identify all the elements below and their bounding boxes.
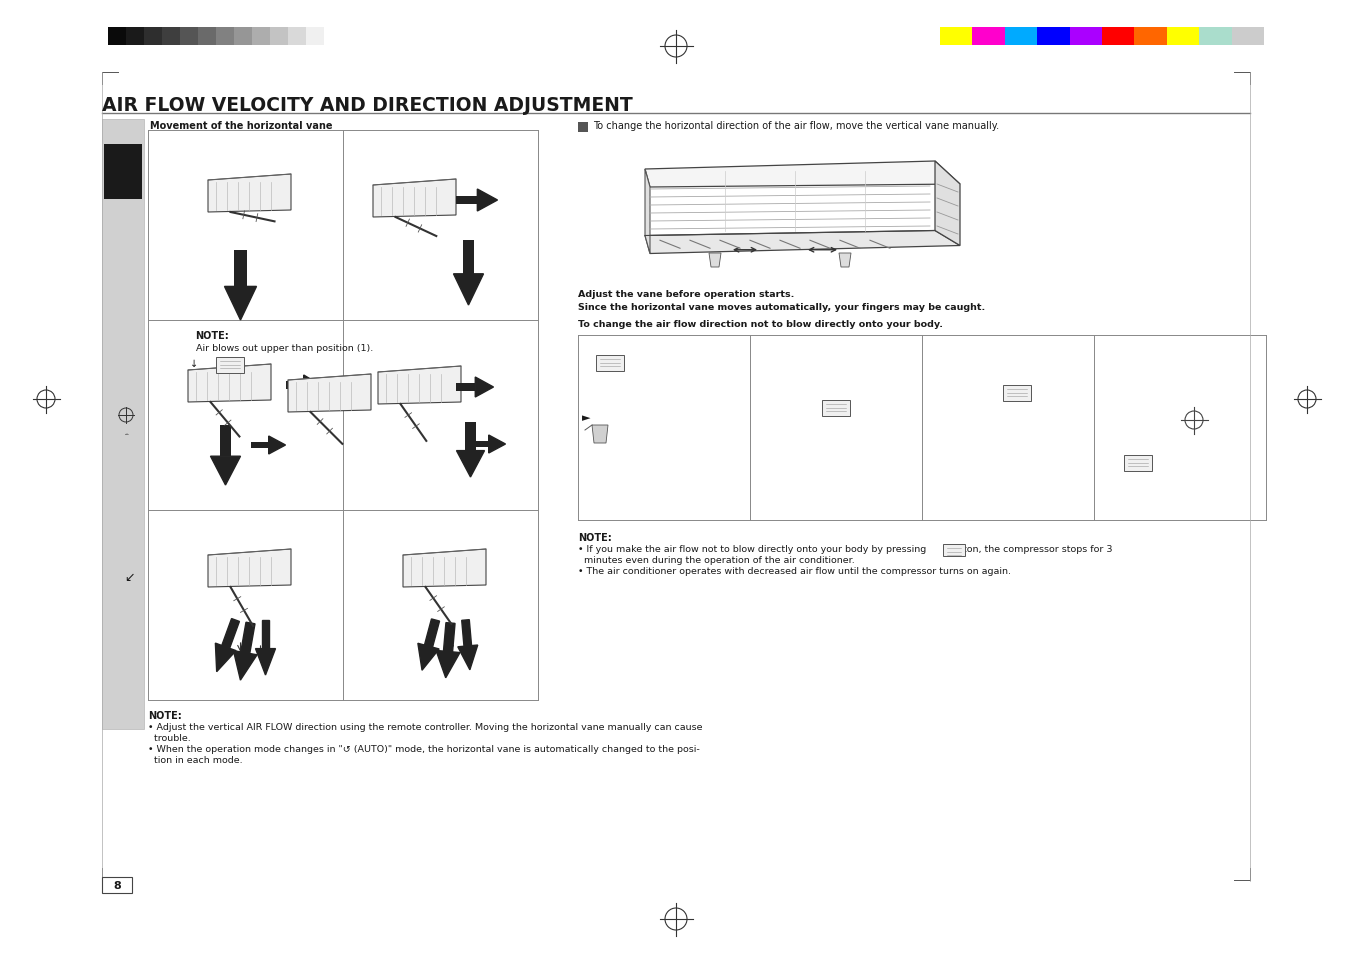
Polygon shape [211,456,241,485]
Text: Adjust the vane before operation starts.: Adjust the vane before operation starts. [579,290,795,298]
Polygon shape [477,190,498,212]
Polygon shape [304,375,320,395]
Polygon shape [288,375,370,413]
Bar [1069,28,1102,46]
Bar [596,355,625,372]
Polygon shape [215,643,237,672]
Bar [1167,28,1199,46]
Bar [250,442,269,449]
Bar [215,357,243,374]
Bar [220,426,231,456]
Polygon shape [403,550,485,587]
Text: • If you make the air flow not to blow directly onto your body by pressing      : • If you make the air flow not to blow d… [579,544,1113,554]
Polygon shape [425,619,439,647]
Polygon shape [437,651,460,679]
Bar [145,28,162,46]
Bar [285,382,304,390]
Bar [251,28,270,46]
Bar [234,28,251,46]
Bar [940,28,972,46]
Text: minutes even during the operation of the air conditioner.: minutes even during the operation of the… [579,556,854,564]
Polygon shape [379,367,461,405]
Polygon shape [840,253,850,268]
Bar [1232,28,1264,46]
Text: NOTE:: NOTE: [147,710,181,720]
Text: • When the operation mode changes in "↺ (AUTO)" mode, the horizontal vane is aut: • When the operation mode changes in "↺ … [147,744,700,753]
Polygon shape [708,253,721,268]
Polygon shape [224,287,257,320]
Bar [1199,28,1232,46]
Bar [216,28,234,46]
Bar [234,251,246,287]
Bar [456,384,476,392]
Bar [288,28,306,46]
Bar [108,28,126,46]
Polygon shape [443,623,456,652]
Bar [1134,28,1167,46]
Text: ‸‸: ‸‸ [124,429,130,435]
Polygon shape [373,180,456,218]
Bar [126,28,145,46]
Bar [456,196,477,205]
Polygon shape [645,170,650,254]
Bar [942,544,965,557]
Polygon shape [592,426,608,443]
Text: Since the horizontal vane moves automatically, your fingers may be caught.: Since the horizontal vane moves automati… [579,303,986,312]
Bar [197,28,216,46]
Text: To change the horizontal direction of the air flow, move the vertical vane manua: To change the horizontal direction of th… [594,121,999,131]
Text: Air blows out upper than position (1).: Air blows out upper than position (1). [196,344,373,353]
Text: trouble.: trouble. [147,733,191,742]
Bar [972,28,1005,46]
Bar [180,28,197,46]
Bar [822,400,850,416]
Text: To change the air flow direction not to blow directly onto your body.: To change the air flow direction not to … [579,319,942,329]
Bar [579,123,588,132]
Polygon shape [234,651,257,680]
Bar [101,877,132,893]
Text: • Adjust the vertical AIR FLOW direction using the remote controller. Moving the: • Adjust the vertical AIR FLOW direction… [147,722,703,731]
Bar [470,441,488,448]
Text: Movement of the horizontal vane: Movement of the horizontal vane [150,121,333,131]
Polygon shape [476,377,493,397]
Text: tion in each mode.: tion in each mode. [147,755,242,764]
Text: ↙: ↙ [124,571,134,583]
Text: 8: 8 [114,880,120,890]
Polygon shape [462,620,472,646]
Polygon shape [241,622,256,654]
Text: NOTE:: NOTE: [196,331,230,340]
Bar [101,120,145,729]
Text: ↓: ↓ [191,358,199,369]
Bar [1124,456,1152,472]
Bar [465,422,476,451]
Polygon shape [458,645,477,670]
Bar [1102,28,1134,46]
Polygon shape [457,451,484,477]
Polygon shape [256,649,276,676]
Polygon shape [453,274,484,306]
Bar [270,28,288,46]
Polygon shape [208,174,291,213]
Bar [1003,386,1032,401]
Bar [104,145,142,200]
Text: • The air conditioner operates with decreased air flow until the compressor turn: • The air conditioner operates with decr… [579,566,1011,576]
Bar [306,28,324,46]
Text: NOTE:: NOTE: [579,533,611,542]
Bar [1005,28,1037,46]
Polygon shape [418,643,439,671]
Bar [1037,28,1069,46]
Polygon shape [488,436,506,454]
Polygon shape [208,550,291,587]
Polygon shape [936,162,960,246]
Bar [162,28,180,46]
Polygon shape [262,620,269,649]
Polygon shape [645,162,960,188]
Polygon shape [222,618,239,649]
Bar [462,241,475,274]
Text: AIR FLOW VELOCITY AND DIRECTION ADJUSTMENT: AIR FLOW VELOCITY AND DIRECTION ADJUSTME… [101,96,633,115]
Text: ►: ► [581,413,591,422]
Polygon shape [188,365,270,402]
Polygon shape [645,232,960,254]
Polygon shape [269,436,285,455]
